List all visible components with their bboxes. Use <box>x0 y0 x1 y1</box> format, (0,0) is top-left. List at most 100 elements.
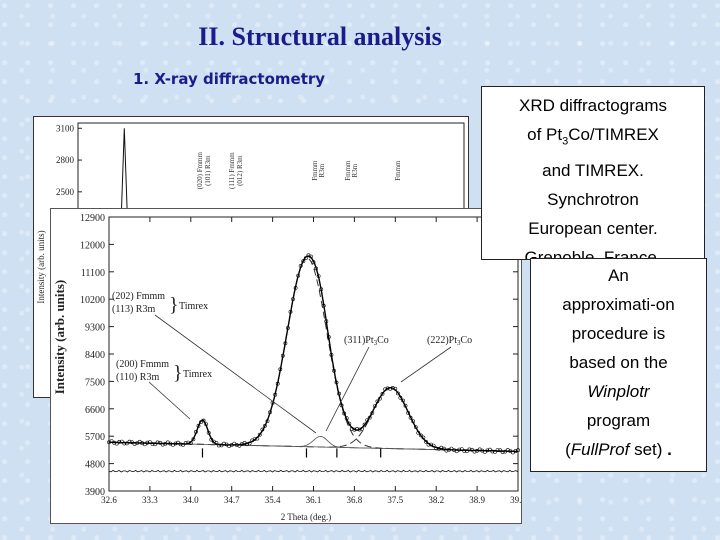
back-peak-label: Fmmm <box>394 160 402 181</box>
observed-point <box>429 442 434 447</box>
observed-point <box>495 448 500 453</box>
front-y-tick-label: 12900 <box>80 213 105 224</box>
front-y-tick-label: 6600 <box>85 405 105 416</box>
observed-point <box>173 441 178 446</box>
observed-point <box>188 441 193 446</box>
observed-point <box>206 430 211 435</box>
observed-point <box>444 448 449 453</box>
front-y-tick-label: 12000 <box>80 240 105 251</box>
observed-point <box>314 266 319 271</box>
observed-point <box>457 447 462 452</box>
observed-point <box>411 419 416 424</box>
observed-point <box>367 415 372 420</box>
annotation-200-label: Timrex <box>183 369 212 380</box>
annotation-timrex-202: (202) Fmmm (113) R3m } Timrex <box>112 291 317 434</box>
annotation-202-pointer <box>154 314 317 434</box>
observed-point <box>298 264 303 268</box>
observed-point <box>268 410 272 415</box>
observed-point <box>324 319 329 324</box>
observed-point <box>257 432 262 437</box>
back-y-tick-label: 2500 <box>56 187 75 197</box>
observed-point <box>280 353 285 358</box>
observed-point <box>485 448 490 453</box>
observed-point <box>403 403 408 408</box>
observed-point <box>334 380 339 385</box>
note2-line2: approximati-on <box>562 295 675 314</box>
observed-point <box>127 439 132 444</box>
back-peak-label: (012) R3m <box>236 155 244 186</box>
observed-point <box>296 273 301 278</box>
observed-point <box>462 449 467 453</box>
observed-point <box>362 422 367 427</box>
annotation-202-line2: (113) R3m <box>112 304 155 315</box>
slide-title: II. Structural analysis <box>198 22 442 51</box>
observed-point <box>401 398 405 403</box>
observed-point <box>193 429 198 434</box>
annotation-202-brace: } <box>169 294 179 316</box>
observed-point <box>342 411 347 416</box>
observed-point <box>490 449 495 454</box>
observed-point <box>201 418 206 423</box>
front-x-tick-label: 34.0 <box>183 495 199 505</box>
observed-point <box>383 387 388 392</box>
observed-point <box>273 392 278 397</box>
back-y-tick-label: 2800 <box>56 155 75 165</box>
component-curve-0 <box>109 419 518 452</box>
observed-point <box>153 442 157 447</box>
observed-point <box>260 427 265 432</box>
observed-point <box>339 403 344 408</box>
front-x-tick-label: 39.6 <box>510 495 521 505</box>
observed-point <box>416 430 421 435</box>
observed-point <box>155 440 160 445</box>
observed-point <box>385 386 390 391</box>
observed-point <box>378 396 382 401</box>
observed-point <box>316 274 321 279</box>
observed-point <box>247 441 252 446</box>
observed-point <box>119 439 124 444</box>
observed-point <box>150 442 155 446</box>
observed-point <box>275 381 280 386</box>
note2-line4: based on the <box>569 353 668 372</box>
observed-point <box>148 440 152 445</box>
observed-point <box>498 448 503 453</box>
front-x-tick-label: 36.8 <box>347 495 363 505</box>
observed-point <box>467 447 472 452</box>
observed-point <box>329 352 334 357</box>
back-peak-label: (020) Fmmm <box>196 152 204 190</box>
front-x-tick-label: 36.1 <box>306 495 322 505</box>
back-peak-label: R3m <box>351 163 359 177</box>
observed-point <box>352 427 357 432</box>
observed-point <box>186 440 191 445</box>
annotation-200-line1: (200) Fmmm <box>116 359 169 370</box>
back-y-axis-label: Intensity (arb. units) <box>36 230 46 303</box>
annotation-timrex-200: (200) Fmmm (110) R3m } Timrex <box>116 359 212 420</box>
front-y-tick-label: 4800 <box>85 460 105 471</box>
front-x-tick-label: 32.6 <box>101 495 117 505</box>
observed-point <box>500 450 505 455</box>
slide-subtitle: 1. X-ray diffractometry <box>133 70 326 88</box>
observed-point <box>311 260 316 265</box>
note-approximation-procedure: An approximati-on procedure is based on … <box>530 258 707 472</box>
annotation-222-text: (222)Pt3Co <box>427 335 472 347</box>
annotation-311: (311)Pt3Co <box>325 335 389 432</box>
note2-program-name: Winplotr <box>587 382 650 401</box>
observed-point <box>321 303 326 308</box>
note1-line4: Synchrotron <box>547 190 639 210</box>
observed-point <box>406 410 411 415</box>
observed-point <box>245 442 249 447</box>
observed-point <box>360 426 365 431</box>
component-curve-1 <box>109 257 518 452</box>
observed-point <box>365 418 370 423</box>
zoomed-diffractogram: 12900 12000 11100 10200 9300 8400 7500 6600 5700… <box>50 208 526 524</box>
front-x-tick-label: 38.2 <box>428 495 444 505</box>
front-y-tick-label: 8400 <box>85 350 105 361</box>
observed-point <box>288 310 293 314</box>
observed-point <box>393 386 398 391</box>
note2-line6: program <box>586 411 651 430</box>
observed-point <box>191 437 196 442</box>
annotation-200-brace: } <box>173 362 183 384</box>
observed-point <box>196 423 201 428</box>
observed-point <box>487 447 492 452</box>
back-y-tick-label: 3100 <box>56 123 75 133</box>
observed-point <box>158 440 163 445</box>
